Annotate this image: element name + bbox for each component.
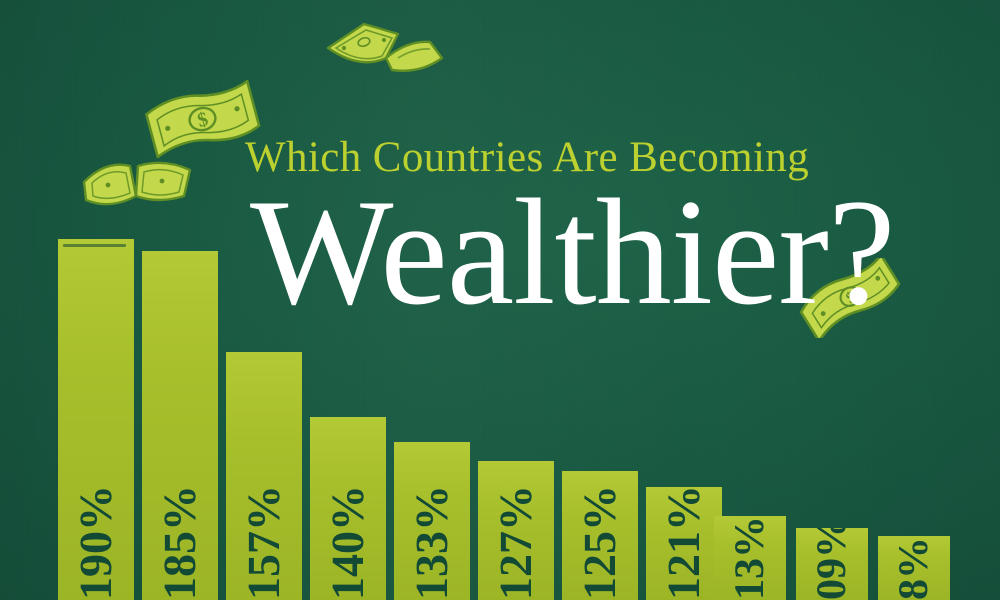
- bar-value-label: 157%: [238, 485, 289, 600]
- bar-value-label: 127%: [490, 485, 541, 600]
- bar-11: 8%: [878, 536, 950, 600]
- bar-1: 190%: [58, 239, 134, 600]
- bar-8: 121%: [646, 487, 722, 600]
- bar-value-label: 09%: [809, 528, 855, 600]
- bar-4: 140%: [310, 417, 386, 600]
- bar-value-label: 8%: [891, 537, 937, 600]
- bar-value-label: 185%: [154, 485, 205, 600]
- bar-value-label: 125%: [574, 485, 625, 600]
- bar-7: 125%: [562, 471, 638, 600]
- bar-top-accent: [62, 244, 127, 247]
- bar-10: 09%: [796, 528, 868, 600]
- bar-9: 13%: [714, 516, 786, 600]
- bar-value-label: 13%: [727, 516, 773, 600]
- bar-3: 157%: [226, 352, 302, 600]
- bar-value-label: 140%: [322, 485, 373, 600]
- bar-value-label: 133%: [406, 485, 457, 600]
- bar-6: 127%: [478, 461, 554, 600]
- bar-5: 133%: [394, 442, 470, 600]
- bar-value-label: 121%: [658, 487, 709, 600]
- bar-2: 185%: [142, 251, 218, 600]
- bar-value-label: 190%: [70, 485, 121, 600]
